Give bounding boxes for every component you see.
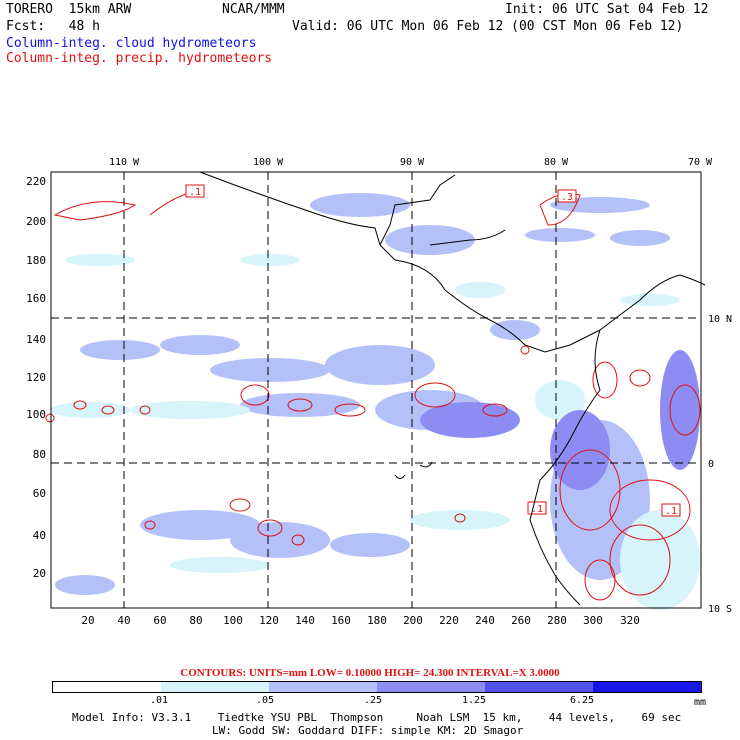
model-label: TORERO 15km ARW xyxy=(6,2,132,17)
x-tick-label: 140 xyxy=(295,614,315,627)
x-tick-label: 300 xyxy=(583,614,603,627)
cloud-hydrometeor-field xyxy=(50,193,700,610)
lat-label: 0 xyxy=(708,459,714,470)
y-tick-label: 140 xyxy=(26,333,46,346)
y-tick-label: 200 xyxy=(26,215,46,228)
legend-swatch xyxy=(377,682,485,692)
legend-swatch xyxy=(269,682,377,692)
map-frame xyxy=(50,171,702,609)
contour-box-label: .1 xyxy=(189,187,201,198)
model-info-line2: LW: Godd SW: Goddard DIFF: simple KM: 2D… xyxy=(212,724,524,737)
lon-label: 70 W xyxy=(688,157,713,168)
x-tick-label: 320 xyxy=(620,614,640,627)
x-tick-label: 60 xyxy=(153,614,166,627)
contour-box-label: .1 xyxy=(665,506,677,517)
legend-swatch xyxy=(485,682,593,692)
init-time: Init: 06 UTC Sat 04 Feb 12 xyxy=(505,2,709,17)
field-cloud-label: Column-integ. cloud hydrometeors xyxy=(6,36,257,51)
contour-box-label: .3 xyxy=(561,192,573,203)
x-tick-label: 120 xyxy=(259,614,279,627)
x-tick-label: 200 xyxy=(403,614,423,627)
legend-swatch xyxy=(593,682,701,692)
contour-box-label: .1 xyxy=(531,504,543,515)
y-tick-label: 60 xyxy=(33,487,46,500)
y-tick-label: 160 xyxy=(26,292,46,305)
legend-value: .01 xyxy=(150,695,169,706)
color-legend xyxy=(52,681,702,693)
x-tick-label: 220 xyxy=(439,614,459,627)
y-tick-label: 20 xyxy=(33,567,46,580)
legend-value: 1.25 xyxy=(462,695,487,706)
x-tick-label: 80 xyxy=(189,614,202,627)
lon-label: 100 W xyxy=(253,157,284,168)
x-tick-label: 100 xyxy=(223,614,243,627)
y-tick-label: 80 xyxy=(33,448,46,461)
lon-label: 110 W xyxy=(109,157,140,168)
x-axis: 20 40 60 80 100 120 140 160 180 200 220 … xyxy=(81,614,640,627)
legend-value: .05 xyxy=(256,695,275,706)
x-tick-label: 260 xyxy=(511,614,531,627)
legend-value: .25 xyxy=(364,695,383,706)
legend-swatch xyxy=(53,682,161,692)
center-label: NCAR/MMM xyxy=(222,2,285,17)
y-tick-label: 220 xyxy=(26,175,46,188)
y-axis: 20 40 60 80 100 120 140 160 180 200 220 xyxy=(26,175,46,580)
legend-unit: mm xyxy=(694,697,707,708)
x-tick-label: 280 xyxy=(547,614,567,627)
x-tick-label: 180 xyxy=(367,614,387,627)
forecast-hour: Fcst: 48 h xyxy=(6,19,100,34)
precip-contours xyxy=(45,189,701,601)
lat-lon-grid xyxy=(51,172,701,608)
valid-time: Valid: 06 UTC Mon 06 Feb 12 (00 CST Mon … xyxy=(292,19,684,34)
y-tick-label: 40 xyxy=(33,529,46,542)
y-tick-label: 180 xyxy=(26,254,46,267)
lat-labels: 10 N 0 10 S xyxy=(708,314,732,615)
lon-label: 80 W xyxy=(544,157,569,168)
x-tick-label: 240 xyxy=(475,614,495,627)
x-tick-label: 160 xyxy=(331,614,351,627)
y-tick-label: 100 xyxy=(26,408,46,421)
model-info-line1: Model Info: V3.3.1 Tiedtke YSU PBL Thomp… xyxy=(72,711,682,724)
x-tick-label: 40 xyxy=(117,614,130,627)
x-tick-label: 20 xyxy=(81,614,94,627)
contour-info: CONTOURS: UNITS=mm LOW= 0.10000 HIGH= 24… xyxy=(180,667,560,679)
field-precip-label: Column-integ. precip. hydrometeors xyxy=(6,51,273,66)
lat-label: 10 N xyxy=(708,314,732,325)
y-tick-label: 120 xyxy=(26,371,46,384)
lon-label: 90 W xyxy=(400,157,425,168)
lon-labels: 110 W 100 W 90 W 80 W 70 W xyxy=(109,157,713,168)
legend-value: 6.25 xyxy=(570,695,595,706)
lat-label: 10 S xyxy=(708,604,732,615)
legend-swatch xyxy=(161,682,269,692)
